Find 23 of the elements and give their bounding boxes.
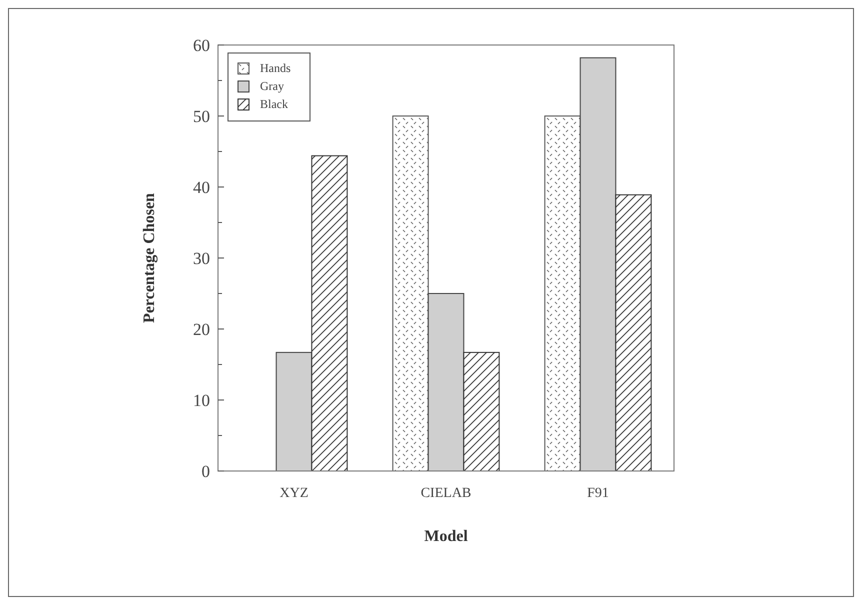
y-tick-label: 30 <box>193 248 210 268</box>
y-tick-label: 50 <box>193 106 210 126</box>
y-tick-label: 60 <box>193 36 210 55</box>
bar <box>428 293 464 472</box>
y-tick-label: 10 <box>193 390 210 410</box>
y-tick-label: 20 <box>193 320 210 339</box>
y-tick-label: 40 <box>193 178 210 197</box>
bar <box>615 194 652 472</box>
y-tick-label: 0 <box>202 462 210 481</box>
x-tick-label: CIELAB <box>420 486 472 501</box>
bar <box>311 155 348 472</box>
legend-label: Hands <box>260 61 291 75</box>
x-axis-title: Model <box>424 528 468 545</box>
bar <box>544 116 581 472</box>
bar <box>276 352 312 472</box>
bar <box>392 116 429 472</box>
legend-label: Black <box>260 97 288 111</box>
legend-label: Gray <box>260 79 284 93</box>
bar <box>580 57 616 472</box>
x-tick-label: XYZ <box>280 486 308 501</box>
bar <box>463 352 500 472</box>
x-tick-label: F91 <box>587 486 609 501</box>
y-axis-title: Percentage Chosen <box>141 192 158 323</box>
